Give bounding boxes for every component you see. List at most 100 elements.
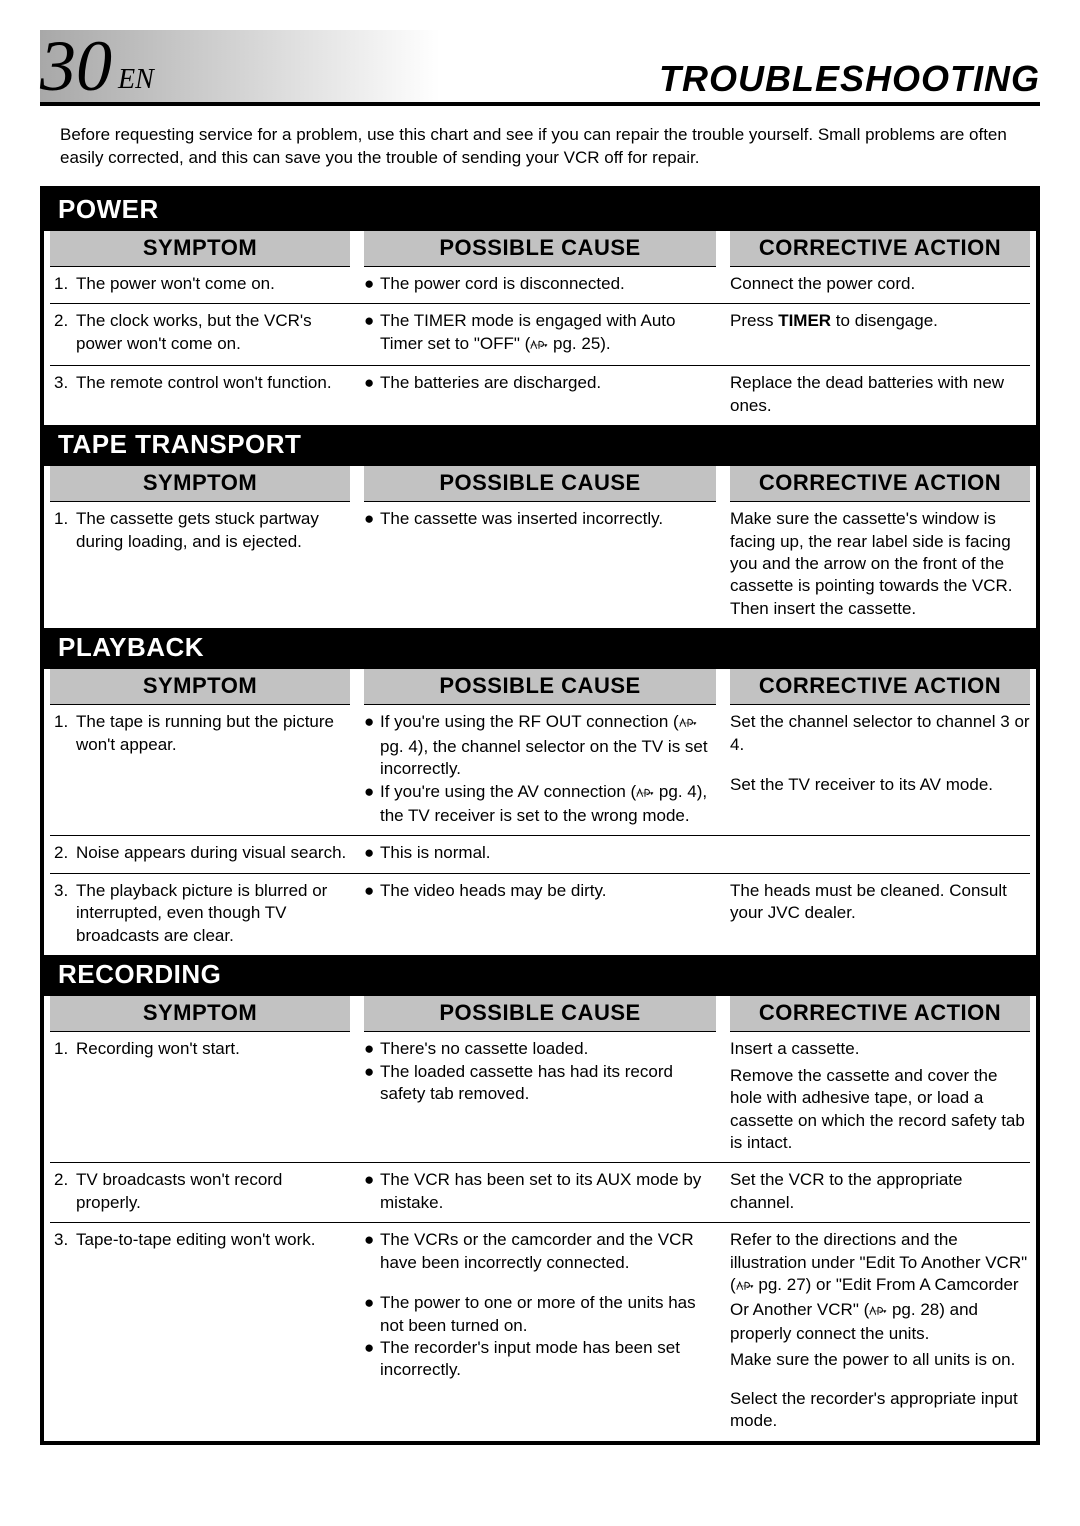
cause-cell: ●The power cord is disconnected. <box>364 273 716 295</box>
cause-cell: ●The batteries are discharged. <box>364 372 716 417</box>
cause-cell: ●There's no cassette loaded.●The loaded … <box>364 1038 716 1154</box>
intro-text: Before requesting service for a problem,… <box>60 124 1030 170</box>
table-row: 2.Noise appears during visual search. ●Th… <box>50 836 1030 873</box>
symptom-number: 2. <box>50 1169 76 1214</box>
symptom-text: The clock works, but the VCR's power won… <box>76 310 350 355</box>
col-header-action: CORRECTIVE ACTION <box>730 996 1030 1032</box>
col-header-cause: POSSIBLE CAUSE <box>364 996 716 1032</box>
cause-text: The power cord is disconnected. <box>380 273 716 295</box>
cause-item: ●There's no cassette loaded. <box>364 1038 716 1060</box>
col-header-symptom: SYMPTOM <box>50 231 350 267</box>
section-title: TAPE TRANSPORT <box>44 425 1036 466</box>
action-text: The heads must be cleaned. Consult your … <box>730 880 1030 925</box>
bullet-dot: ● <box>364 372 380 394</box>
bullet-dot: ● <box>364 711 380 780</box>
bullet-dot: ● <box>364 880 380 902</box>
symptom-cell: 1.The power won't come on. <box>50 273 350 295</box>
cause-item: ●The batteries are discharged. <box>364 372 716 394</box>
table-row: 1.The power won't come on. ●The power cor… <box>50 267 1030 304</box>
cause-cell: ●The cassette was inserted incorrectly. <box>364 508 716 620</box>
symptom-number: 3. <box>50 372 76 394</box>
action-text: Set the channel selector to channel 3 or… <box>730 711 1030 756</box>
action-cell: Connect the power cord. <box>730 273 1030 295</box>
cause-item: ●The VCR has been set to its AUX mode by… <box>364 1169 716 1214</box>
cause-text: There's no cassette loaded. <box>380 1038 716 1060</box>
symptom-number: 3. <box>50 1229 76 1251</box>
action-text: Remove the cassette and cover the hole w… <box>730 1065 1030 1155</box>
cause-text: The cassette was inserted incorrectly. <box>380 508 716 530</box>
cause-text: The loaded cassette has had its record s… <box>380 1061 716 1106</box>
section-title: POWER <box>44 190 1036 231</box>
page-ref-icon <box>636 783 654 805</box>
table-row: 2.TV broadcasts won't record properly. ●T… <box>50 1163 1030 1223</box>
table-row: 2.The clock works, but the VCR's power w… <box>50 304 1030 366</box>
action-text: Replace the dead batteries with new ones… <box>730 372 1030 417</box>
symptom-text: The playback picture is blurred or inter… <box>76 880 350 947</box>
cause-cell: ●If you're using the RF OUT connection (… <box>364 711 716 827</box>
action-text: Press TIMER to disengage. <box>730 310 1030 332</box>
bullet-dot: ● <box>364 781 380 828</box>
col-header-symptom: SYMPTOM <box>50 466 350 502</box>
symptom-number: 2. <box>50 842 76 864</box>
cause-cell: ●This is normal. <box>364 842 716 864</box>
symptom-cell: 1.The cassette gets stuck partway during… <box>50 508 350 553</box>
symptom-cell: 2.Noise appears during visual search. <box>50 842 350 864</box>
cause-text: The VCR has been set to its AUX mode by … <box>380 1169 716 1214</box>
cause-item: ●The VCRs or the camcorder and the VCR h… <box>364 1229 716 1274</box>
table-row: 1.The cassette gets stuck partway during… <box>50 502 1030 628</box>
bullet-dot: ● <box>364 508 380 530</box>
bullet-dot: ● <box>364 310 380 357</box>
symptom-text: The power won't come on. <box>76 273 350 295</box>
symptom-text: The cassette gets stuck partway during l… <box>76 508 350 553</box>
symptom-number: 2. <box>50 310 76 355</box>
symptom-cell: 2.The clock works, but the VCR's power w… <box>50 310 350 355</box>
col-header-symptom: SYMPTOM <box>50 996 350 1032</box>
action-cell: Refer to the directions and the illustra… <box>730 1229 1030 1433</box>
cause-item: ●If you're using the RF OUT connection (… <box>364 711 716 780</box>
symptom-text: Tape-to-tape editing won't work. <box>76 1229 350 1251</box>
action-cell: Press TIMER to disengage. <box>730 310 1030 357</box>
bullet-dot: ● <box>364 842 380 864</box>
action-text: Make sure the cassette's window is facin… <box>730 508 1030 620</box>
symptom-number: 3. <box>50 880 76 947</box>
bullet-dot: ● <box>364 1061 380 1106</box>
cause-item: ●The loaded cassette has had its record … <box>364 1061 716 1106</box>
page-title: TROUBLESHOOTING <box>154 58 1040 102</box>
section-title: PLAYBACK <box>44 628 1036 669</box>
table-row: 3.The playback picture is blurred or int… <box>50 874 1030 955</box>
page-ref-icon <box>869 1301 887 1323</box>
action-text: Set the VCR to the appropriate channel. <box>730 1169 1030 1214</box>
bullet-dot: ● <box>364 1169 380 1214</box>
cause-item: ●The video heads may be dirty. <box>364 880 716 902</box>
cause-item: ●The cassette was inserted incorrectly. <box>364 508 716 530</box>
symptom-number: 1. <box>50 273 76 295</box>
action-cell <box>730 842 1030 864</box>
symptom-number: 1. <box>50 508 76 553</box>
cause-cell: ●The TIMER mode is engaged with Auto Tim… <box>364 310 716 357</box>
symptom-text: Recording won't start. <box>76 1038 350 1060</box>
action-cell: Make sure the cassette's window is facin… <box>730 508 1030 620</box>
table-row: 3.The remote control won't function.●The… <box>50 366 1030 425</box>
action-text: Insert a cassette. <box>730 1038 1030 1060</box>
bullet-dot: ● <box>364 1337 380 1382</box>
action-cell: Replace the dead batteries with new ones… <box>730 372 1030 417</box>
cause-item: ●The recorder's input mode has been set … <box>364 1337 716 1382</box>
cause-cell: ●The video heads may be dirty. <box>364 880 716 947</box>
action-text: Connect the power cord. <box>730 273 1030 295</box>
table-row: 1.Recording won't start.●There's no cass… <box>50 1032 1030 1163</box>
symptom-text: TV broadcasts won't record properly. <box>76 1169 350 1214</box>
col-header-cause: POSSIBLE CAUSE <box>364 466 716 502</box>
action-cell: Set the channel selector to channel 3 or… <box>730 711 1030 827</box>
page-ref-icon <box>736 1276 754 1298</box>
page-ref-icon <box>530 335 548 357</box>
col-header-cause: POSSIBLE CAUSE <box>364 231 716 267</box>
col-header-action: CORRECTIVE ACTION <box>730 466 1030 502</box>
bullet-dot: ● <box>364 1038 380 1060</box>
cause-text: The VCRs or the camcorder and the VCR ha… <box>380 1229 716 1274</box>
lang-code: EN <box>116 64 154 102</box>
cause-item: ●If you're using the AV connection ( pg.… <box>364 781 716 828</box>
cause-text: If you're using the RF OUT connection ( … <box>380 711 716 780</box>
action-text: Refer to the directions and the illustra… <box>730 1229 1030 1345</box>
action-cell: Set the VCR to the appropriate channel. <box>730 1169 1030 1214</box>
cause-cell: ● The VCRs or the camcorder and the VCR h… <box>364 1229 716 1433</box>
